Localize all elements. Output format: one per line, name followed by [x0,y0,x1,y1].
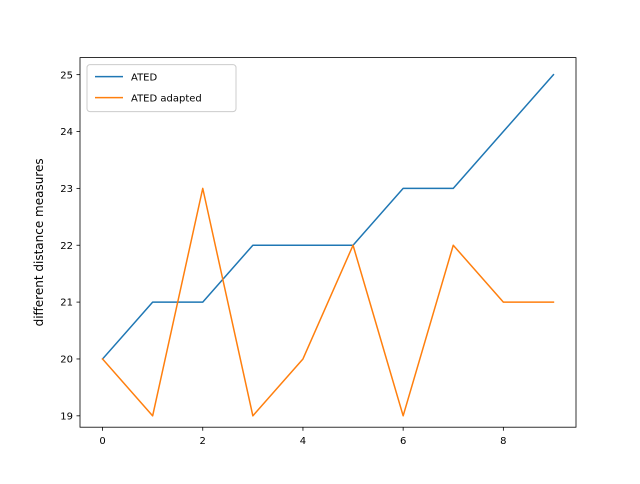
x-tick-label: 4 [300,436,306,447]
y-axis-label: different distance measures [32,158,46,326]
y-tick-label: 20 [60,355,73,366]
x-tick-label: 0 [99,436,105,447]
y-tick-label: 19 [60,411,73,422]
y-tick-label: 23 [60,184,73,195]
x-tick-label: 2 [200,436,206,447]
legend-box [86,64,237,113]
y-tick-label: 24 [60,127,73,138]
series-line-0 [101,73,555,361]
y-tick-label: 25 [60,70,73,81]
x-tick-label: 8 [500,436,506,447]
legend: ATED ATED adapted [86,64,237,113]
legend-label-0: ATED [131,73,157,84]
y-tick-label: 22 [60,241,73,252]
axes-frame [79,57,577,428]
y-tick-label: 21 [60,298,73,309]
legend-label-1: ATED adapted [131,94,202,105]
plot-area [101,73,555,417]
series-line-1 [101,187,555,417]
x-tick-label: 6 [400,436,406,447]
